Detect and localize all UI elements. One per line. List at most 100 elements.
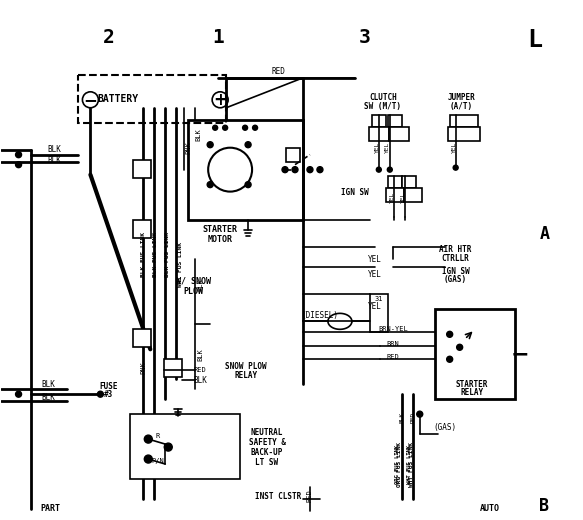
Text: SNOW PLOW: SNOW PLOW (225, 362, 267, 371)
Bar (79, 75, 226, 123)
Circle shape (245, 142, 251, 148)
Text: RED: RED (271, 68, 285, 76)
Bar (388, 115, 402, 127)
Text: CTRLLR: CTRLLR (442, 254, 469, 263)
Text: −: − (83, 91, 97, 109)
Text: +: + (213, 91, 227, 109)
Circle shape (377, 167, 381, 172)
Text: BLK: BLK (193, 376, 207, 385)
Text: B: B (539, 497, 550, 515)
Circle shape (307, 166, 313, 173)
Circle shape (417, 411, 423, 417)
Circle shape (453, 165, 458, 170)
Bar (134, 160, 151, 178)
Text: 1: 1 (212, 28, 224, 47)
Circle shape (387, 167, 392, 172)
Text: BRN: BRN (387, 341, 399, 347)
Text: AIR HTR: AIR HTR (440, 245, 472, 254)
Text: BLK: BLK (197, 278, 203, 291)
Bar (402, 176, 416, 188)
Text: 31: 31 (374, 296, 383, 303)
Text: YEL: YEL (368, 255, 382, 264)
Text: IGN SW: IGN SW (442, 267, 469, 276)
Bar (388, 176, 402, 188)
Circle shape (16, 152, 22, 158)
Text: RED: RED (410, 411, 415, 423)
Bar (188, 120, 303, 219)
Text: −: − (510, 344, 529, 365)
Circle shape (207, 142, 213, 148)
Text: P/N: P/N (151, 458, 164, 464)
Text: (GAS): (GAS) (444, 275, 467, 284)
Text: LT SW: LT SW (255, 458, 279, 466)
Text: YEL: YEL (385, 142, 390, 153)
Text: RED: RED (387, 354, 399, 360)
Circle shape (145, 455, 152, 463)
Text: ORG FUS LINK: ORG FUS LINK (397, 441, 402, 487)
Text: PART: PART (40, 504, 61, 513)
Text: WHT FUS LINK: WHT FUS LINK (408, 445, 412, 484)
Text: RELAY: RELAY (460, 388, 483, 397)
Text: IGN SW: IGN SW (341, 188, 368, 197)
Bar (370, 294, 388, 332)
Bar (131, 414, 240, 479)
Text: BLK: BLK (399, 411, 404, 423)
Circle shape (207, 181, 213, 188)
Circle shape (213, 125, 217, 130)
Circle shape (16, 162, 22, 167)
Circle shape (245, 181, 251, 188)
Circle shape (243, 125, 248, 130)
Text: BLK: BLK (41, 393, 55, 401)
Text: WHT FUS LINK: WHT FUS LINK (409, 441, 415, 487)
Bar (164, 359, 182, 377)
Text: #3: #3 (104, 389, 113, 399)
Text: YEL: YEL (401, 192, 406, 203)
Bar (369, 127, 389, 141)
Text: FUSE: FUSE (99, 382, 118, 391)
Text: RED: RED (307, 490, 313, 502)
Text: JUMPER: JUMPER (448, 93, 476, 102)
Bar (372, 115, 386, 127)
Text: CLUTCH: CLUTCH (369, 93, 396, 102)
Text: BLK: BLK (48, 156, 61, 165)
Circle shape (292, 166, 298, 173)
Text: 2: 2 (103, 28, 114, 47)
Text: A: A (539, 225, 550, 242)
Circle shape (145, 435, 152, 443)
Text: AUTO: AUTO (480, 504, 500, 513)
Text: BLK: BLK (48, 145, 61, 154)
Text: PLOW: PLOW (183, 287, 203, 296)
Text: BRN-YEL: BRN-YEL (378, 327, 408, 332)
Text: (GAS): (GAS) (433, 423, 456, 432)
Text: BLK FUS LINK: BLK FUS LINK (165, 232, 170, 277)
Text: PNK: PNK (141, 361, 146, 374)
Circle shape (282, 166, 288, 173)
Circle shape (223, 125, 227, 130)
Circle shape (447, 356, 452, 362)
Text: WHT FUS LINK: WHT FUS LINK (178, 242, 182, 287)
Text: BACK-UP: BACK-UP (251, 448, 283, 457)
Text: L: L (527, 28, 542, 52)
Circle shape (164, 443, 172, 451)
Circle shape (456, 344, 463, 350)
Text: NEUTRAL: NEUTRAL (251, 427, 283, 437)
Text: BLK FUS LINK: BLK FUS LINK (153, 232, 158, 277)
Circle shape (447, 331, 452, 337)
Circle shape (97, 391, 103, 397)
Bar (134, 329, 151, 347)
Text: BATTERY: BATTERY (98, 94, 139, 104)
Text: 3: 3 (359, 28, 371, 47)
Text: STARTER: STARTER (455, 380, 488, 389)
Text: ORG FUS LINK: ORG FUS LINK (395, 445, 401, 484)
Text: (A/T): (A/T) (450, 102, 473, 111)
Text: STARTER: STARTER (203, 225, 238, 234)
Text: W/ SNOW: W/ SNOW (175, 277, 210, 286)
Bar (389, 127, 409, 141)
Text: R: R (155, 433, 159, 439)
Text: BLK: BLK (197, 348, 203, 361)
Bar (386, 188, 404, 202)
Text: YEL: YEL (368, 302, 382, 311)
Text: YEL: YEL (375, 142, 380, 153)
Circle shape (317, 166, 323, 173)
Bar (435, 309, 515, 399)
